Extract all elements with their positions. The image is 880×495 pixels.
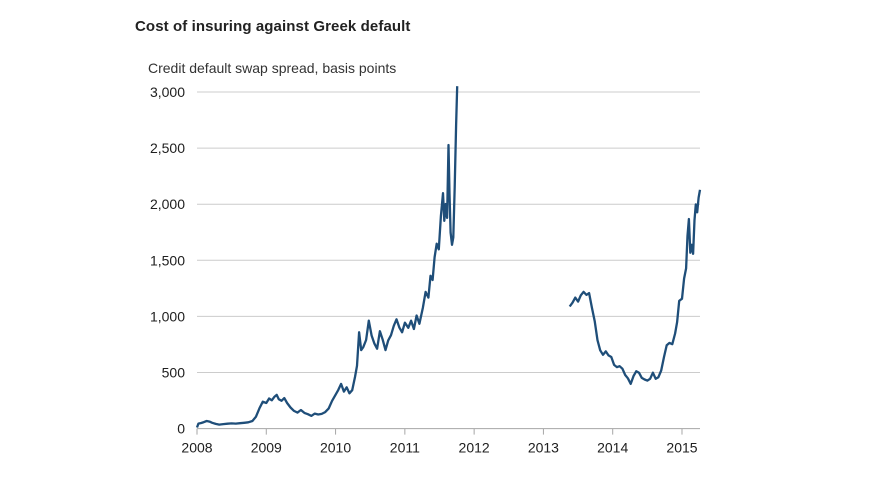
x-tick-label: 2012 bbox=[459, 440, 490, 456]
series-line-segment bbox=[195, 86, 459, 428]
cds-chart-svg: 0 500 1,000 1,500 2,000 2,500 3,000 2008 2009 201… bbox=[150, 84, 702, 456]
y-tick-label: 1,500 bbox=[150, 252, 185, 268]
y-tick-label: 500 bbox=[162, 365, 186, 381]
series-cds-spread bbox=[195, 86, 702, 428]
y-tick-label: 2,500 bbox=[150, 140, 185, 156]
x-tick-label: 2011 bbox=[390, 440, 420, 456]
x-tick-label: 2010 bbox=[320, 440, 351, 456]
series-line-segment bbox=[568, 189, 702, 386]
x-tick-label: 2009 bbox=[251, 440, 282, 456]
x-tick-label: 2014 bbox=[597, 440, 628, 456]
chart-title: Cost of insuring against Greek default bbox=[135, 18, 411, 35]
chart-y-axis-description: Credit default swap spread, basis points bbox=[148, 60, 397, 76]
x-tick-label: 2008 bbox=[181, 440, 212, 456]
x-tick-label: 2015 bbox=[666, 440, 697, 456]
y-axis-labels: 0 500 1,000 1,500 2,000 2,500 3,000 bbox=[150, 84, 185, 437]
x-axis-ticks: 2008 2009 2010 2011 2012 2013 2014 2015 bbox=[181, 428, 698, 456]
y-tick-label: 1,000 bbox=[150, 308, 185, 324]
y-tick-label: 0 bbox=[177, 421, 185, 437]
y-gridlines bbox=[197, 91, 700, 430]
x-tick-label: 2013 bbox=[528, 440, 559, 456]
y-tick-label: 2,000 bbox=[150, 196, 185, 212]
y-tick-label: 3,000 bbox=[150, 84, 185, 100]
